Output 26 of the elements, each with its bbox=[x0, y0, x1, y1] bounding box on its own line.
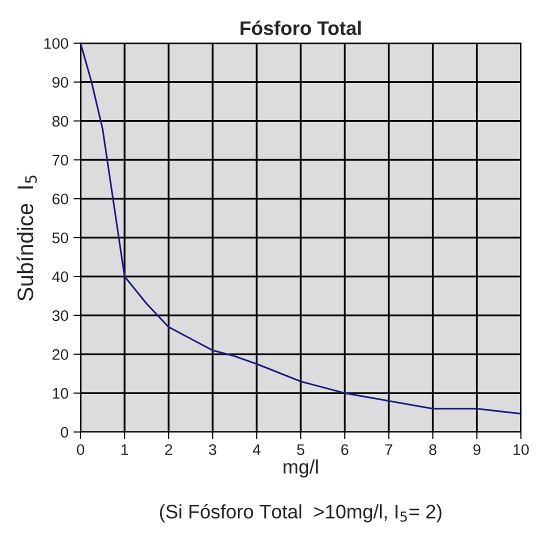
y-tick-label: 40 bbox=[52, 271, 68, 282]
y-tick-label: 100 bbox=[44, 38, 68, 49]
x-tick-label: 4 bbox=[252, 444, 260, 455]
y-tick-label: 80 bbox=[52, 116, 68, 127]
y-axis-title: Subíndice I$_{5}$ bbox=[16, 176, 37, 301]
x-axis-title: mg/l bbox=[284, 459, 318, 478]
x-tick-label: 5 bbox=[297, 444, 304, 456]
x-tick-label: 2 bbox=[165, 444, 172, 455]
y-tick-label: 30 bbox=[52, 310, 68, 322]
x-tick-label: 3 bbox=[208, 444, 216, 456]
y-tick-label: 60 bbox=[52, 194, 68, 204]
x-tick-label: 9 bbox=[473, 444, 480, 456]
y-tick-label: 90 bbox=[52, 76, 68, 88]
x-tick-label: 1 bbox=[122, 444, 128, 455]
text: (Si Fósforo Total >10mg/l, I$_{5}$= 2) bbox=[160, 504, 442, 522]
y-tick-label: 20 bbox=[52, 349, 68, 360]
x-tick-label: 0 bbox=[76, 444, 84, 456]
y-tick-label: 10 bbox=[52, 388, 68, 399]
x-tick-label: 10 bbox=[514, 444, 529, 456]
y-tick-label: 70 bbox=[52, 154, 68, 166]
x-tick-label: 7 bbox=[385, 444, 392, 455]
y-tick-label: 50 bbox=[52, 232, 68, 244]
x-tick-label: 8 bbox=[429, 444, 436, 456]
y-tick-label: 0 bbox=[60, 426, 68, 438]
chart-title: Fósforo Total bbox=[240, 20, 361, 36]
x-tick-label: 6 bbox=[341, 444, 348, 456]
